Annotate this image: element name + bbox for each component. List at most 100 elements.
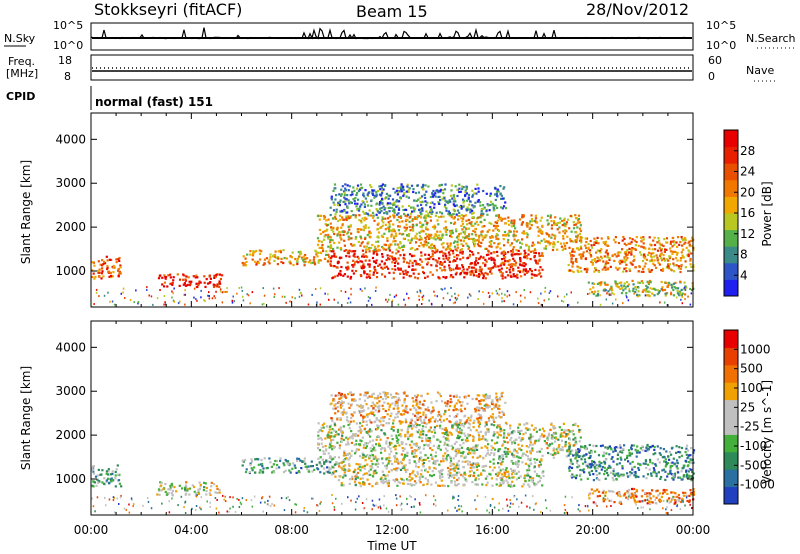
velocity-ytick-label-3: 4000 xyxy=(55,340,86,354)
velocity-panel-frame xyxy=(90,320,694,516)
power-colorbar-tick-6: 28 xyxy=(740,144,755,158)
time-tick-label-3: 12:00 xyxy=(375,523,410,537)
freq-panel-frame xyxy=(90,54,694,81)
velocity-colorbar: 1000 500 100 25 -25 -100 -500 -1000 xyxy=(723,329,775,505)
power-colorbar-swatch-8 xyxy=(724,146,738,164)
velocity-region-0 xyxy=(91,464,123,488)
nsky-trace xyxy=(91,27,693,40)
power-colorbar-label: Power [dB] xyxy=(760,181,774,246)
power-region-1 xyxy=(157,273,224,289)
velocity-data xyxy=(91,391,696,514)
velocity-axes: 1000 2000 3000 4000 xyxy=(55,321,694,515)
nsky-right-tick-bottom: 10^0 xyxy=(706,39,736,52)
velocity-colorbar-tick-0: 1000 xyxy=(740,342,771,356)
velocity-colorbar-tick-4: -25 xyxy=(740,420,760,434)
nave-label: Nave xyxy=(746,64,774,77)
velocity-colorbar-swatch-8 xyxy=(724,347,738,366)
power-region-6 xyxy=(567,235,695,274)
time-tick-label-1: 04:00 xyxy=(174,523,209,537)
nsearch-label: N.Search xyxy=(746,32,796,45)
station-title: Stokkseyri (fitACF) xyxy=(94,0,242,19)
velocity-ylabel: Slant Range [km] xyxy=(19,366,33,470)
power-region-0 xyxy=(91,255,122,280)
time-tick-label-0: 00:00 xyxy=(74,523,109,537)
power-colorbar-swatch-3 xyxy=(724,229,738,247)
power-data xyxy=(91,183,695,306)
power-colorbar-tick-5: 24 xyxy=(740,165,755,179)
freq-left-tick-top: 18 xyxy=(58,54,72,67)
velocity-colorbar-swatch-2 xyxy=(724,451,738,470)
beam-title: Beam 15 xyxy=(356,2,428,21)
velocity-colorbar-swatch-0 xyxy=(724,486,738,505)
freq-label-line1: Freq. xyxy=(8,55,35,68)
freq-left-tick-bottom: 8 xyxy=(64,70,71,83)
power-colorbar-swatch-4 xyxy=(724,213,738,231)
power-ytick-label-1: 2000 xyxy=(55,220,86,234)
power-colorbar-tick-4: 20 xyxy=(740,185,755,199)
velocity-colorbar-swatch-9 xyxy=(724,330,738,348)
velocity-colorbar-tick-3: 25 xyxy=(740,400,755,414)
power-axes: 1000 2000 3000 4000 xyxy=(55,113,694,307)
power-colorbar-swatch-9 xyxy=(724,130,738,148)
nsky-right-tick-top: 10^5 xyxy=(706,19,736,32)
velocity-colorbar-tick-6: -500 xyxy=(740,458,767,472)
velocity-region-1 xyxy=(156,481,221,497)
power-region-4 xyxy=(316,214,583,252)
velocity-colorbar-label: Velocity [m s^-1] xyxy=(760,380,774,484)
nsky-label: N.Sky xyxy=(4,32,36,45)
freq-right-tick-bottom: 0 xyxy=(708,70,715,83)
velocity-colorbar-swatch-5 xyxy=(724,399,738,418)
power-ytick-label-3: 4000 xyxy=(55,132,86,146)
velocity-near-range-scatter xyxy=(91,494,693,514)
velocity-colorbar-swatch-7 xyxy=(724,364,738,383)
velocity-colorbar-swatch-1 xyxy=(724,469,738,488)
velocity-region-3 xyxy=(329,457,545,488)
power-colorbar-swatch-0 xyxy=(724,279,738,297)
velocity-colorbar-tick-5: -100 xyxy=(740,439,767,453)
velocity-region-6 xyxy=(567,443,696,482)
velocity-region-2 xyxy=(241,457,332,475)
cpid-program: normal (fast) 151 xyxy=(95,95,213,109)
velocity-colorbar-swatch-6 xyxy=(724,382,738,401)
velocity-colorbar-swatch-4 xyxy=(724,417,738,435)
power-ylabel: Slant Range [km] xyxy=(19,160,33,264)
power-colorbar-swatch-2 xyxy=(724,246,738,264)
time-tick-label-6: 00:00 xyxy=(676,523,711,537)
velocity-ytick-label-0: 1000 xyxy=(55,472,86,486)
time-tick-label-5: 20:00 xyxy=(575,523,610,537)
power-colorbar-swatch-7 xyxy=(724,163,738,181)
freq-label-line2: [MHz] xyxy=(6,67,38,80)
power-colorbar-swatch-1 xyxy=(724,262,738,280)
power-colorbar-swatch-6 xyxy=(724,179,738,197)
velocity-region-4 xyxy=(316,422,582,460)
velocity-colorbar-swatch-3 xyxy=(724,434,738,453)
power-region-3 xyxy=(329,249,544,280)
nsky-left-tick-top: 10^5 xyxy=(53,19,83,32)
power-region-2 xyxy=(241,249,332,267)
power-region-7 xyxy=(587,279,695,298)
time-axis-label: Time UT xyxy=(366,539,417,553)
velocity-region-5 xyxy=(329,391,508,425)
time-axis: 00:00 04:00 08:00 12:00 16:00 20:00 00:00 xyxy=(74,523,711,537)
velocity-colorbar-tick-1: 500 xyxy=(740,362,763,376)
time-tick-label-2: 08:00 xyxy=(274,523,309,537)
power-colorbar-swatch-5 xyxy=(724,196,738,214)
cpid-label: CPID xyxy=(6,90,35,103)
nsky-panel-frame xyxy=(90,22,694,51)
velocity-colorbar-tick-7: -1000 xyxy=(740,478,775,492)
power-colorbar-tick-0: 4 xyxy=(740,268,748,282)
velocity-ytick-label-1: 2000 xyxy=(55,428,86,442)
velocity-region-7 xyxy=(588,487,696,505)
power-ytick-label-0: 1000 xyxy=(55,264,86,278)
power-ytick-label-2: 3000 xyxy=(55,176,86,190)
power-colorbar: 4 8 12 16 20 24 28 xyxy=(723,129,755,297)
freq-right-tick-top: 60 xyxy=(708,54,722,67)
power-colorbar-tick-2: 12 xyxy=(740,227,755,241)
power-colorbar-tick-3: 16 xyxy=(740,206,755,220)
power-colorbar-tick-1: 8 xyxy=(740,248,748,262)
time-tick-label-4: 16:00 xyxy=(475,523,510,537)
nsky-left-tick-bottom: 10^0 xyxy=(53,39,83,52)
velocity-ytick-label-2: 3000 xyxy=(55,384,86,398)
velocity-colorbar-tick-2: 100 xyxy=(740,381,763,395)
